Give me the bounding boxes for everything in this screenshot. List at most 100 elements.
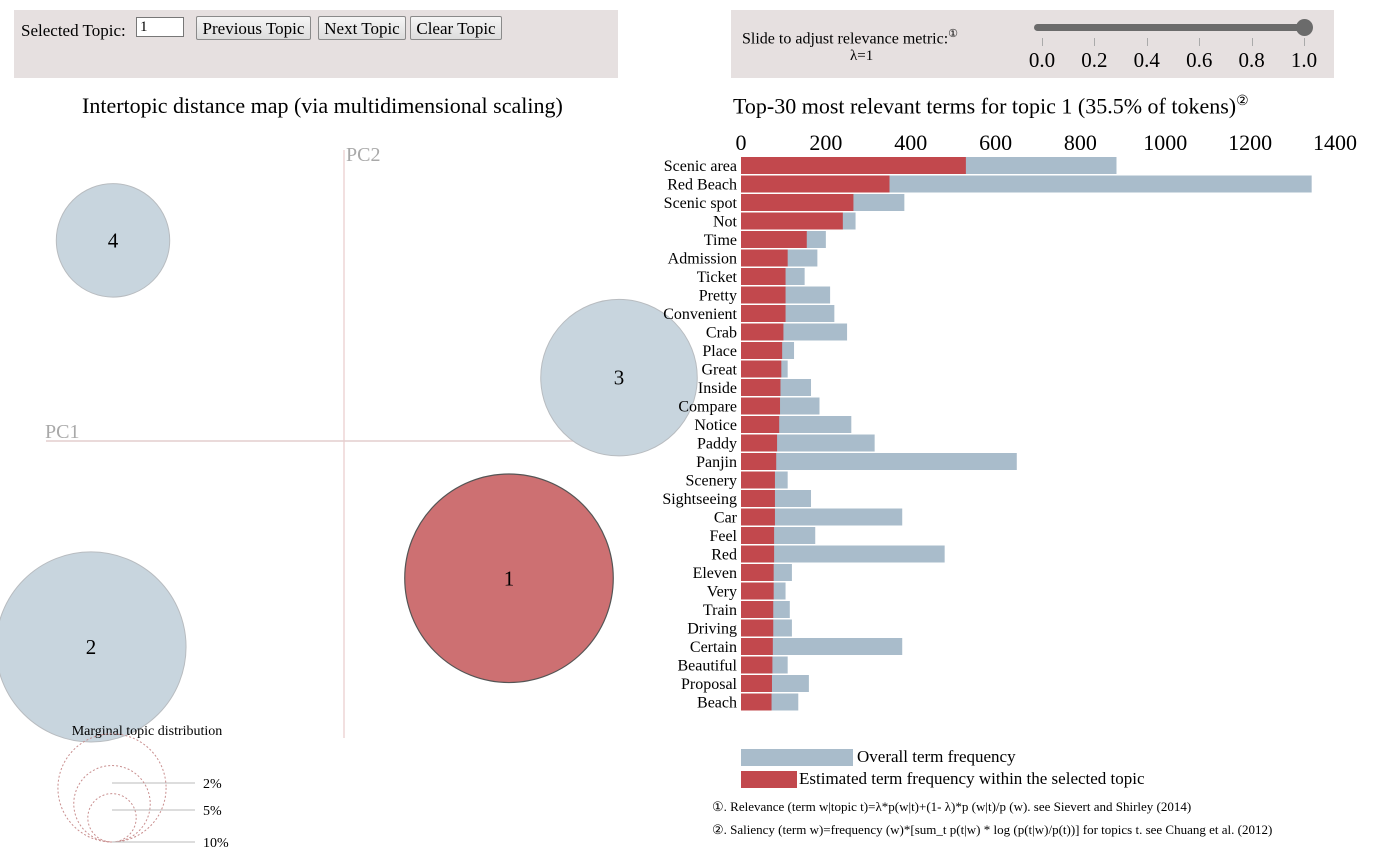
bar-overall[interactable] [741,638,903,655]
term-label[interactable]: Eleven [693,565,737,582]
selected-topic-input[interactable] [136,17,184,37]
bar-topic[interactable] [741,194,854,211]
term-label[interactable]: Scenic area [664,158,737,175]
term-label[interactable]: Great [701,362,737,379]
topic-circle-label: 2 [86,635,97,659]
bar-topic[interactable] [741,175,890,193]
bar-topic[interactable] [741,305,786,322]
bar-topic[interactable] [741,268,786,285]
bar-topic[interactable] [741,471,775,489]
bar-topic[interactable] [741,416,780,433]
bar-topic[interactable] [741,582,774,600]
slider-tick-label: 0.2 [1081,48,1108,72]
bar-topic[interactable] [741,434,778,452]
term-label[interactable]: Convenient [663,306,737,323]
bar-topic[interactable] [741,601,774,618]
bar-topic[interactable] [741,342,783,359]
x-tick-label: 800 [1064,130,1097,155]
topic-circle-3[interactable] [540,298,698,457]
lambda-value: λ=1 [850,48,874,64]
bar-topic[interactable] [741,249,788,267]
bar-topic[interactable] [741,675,772,692]
term-label[interactable]: Ticket [697,269,738,286]
term-label[interactable]: Driving [687,621,737,638]
next-topic-button[interactable]: Next Topic [318,16,406,40]
term-label[interactable]: Place [702,343,737,360]
slider-tick-mark [1042,38,1043,46]
bar-overall[interactable] [741,545,945,563]
intertopic-map-title: Intertopic distance map (via multidimens… [82,93,563,118]
legend-overall-swatch [741,749,853,766]
bar-topic[interactable] [741,379,781,396]
topic-circle-label: 4 [108,228,119,252]
slider-tick-mark [1251,38,1253,46]
topic-control-panel: Selected Topic: Previous Topic Next Topi… [14,10,618,78]
term-label[interactable]: Time [704,232,737,249]
clear-topic-button[interactable]: Clear Topic [410,16,502,40]
term-label[interactable]: Red Beach [667,177,737,194]
topic-circle-1[interactable] [404,473,614,684]
bar-topic[interactable] [741,397,781,415]
term-label[interactable]: Not [713,214,738,231]
slider-tick-mark [1304,38,1305,46]
term-label[interactable]: Admission [668,251,737,268]
pc2-axis-label: PC2 [346,144,380,166]
bar-topic[interactable] [741,619,774,637]
bar-topic[interactable] [741,693,772,711]
slider-tick-label: 0.4 [1133,48,1160,72]
term-label[interactable]: Sightseeing [662,491,737,508]
term-label[interactable]: Beach [697,695,737,712]
topic-circle-2[interactable] [0,551,187,743]
term-label[interactable]: Beautiful [677,658,737,675]
term-label[interactable]: Red [711,547,737,564]
term-label[interactable]: Train [703,602,737,619]
x-tick-label: 1400 [1313,130,1357,155]
term-label[interactable]: Compare [678,399,737,416]
bar-topic[interactable] [741,157,966,174]
bar-topic[interactable] [741,323,784,341]
intertopic-distance-map: PC2 PC1 1 2 3 4 Marginal topic distribution… [0,144,698,851]
term-label[interactable]: Crab [706,325,737,342]
slider-label-marker: ① [948,28,959,40]
bar-topic[interactable] [741,545,775,563]
size-legend-circle [73,765,151,843]
term-label[interactable]: Scenic spot [664,195,738,212]
bar-topic[interactable] [741,490,775,507]
term-label[interactable]: Proposal [681,676,738,693]
term-label[interactable]: Feel [709,528,737,545]
previous-topic-button[interactable]: Previous Topic [196,16,311,40]
bar-overall[interactable] [741,453,1017,470]
bar-topic[interactable] [741,638,773,655]
bar-topic[interactable] [741,527,775,544]
topic-circle-label: 1 [504,566,515,590]
bar-topic[interactable] [741,360,782,378]
bar-topic[interactable] [741,231,807,248]
marginal-distribution-title: Marginal topic distribution [72,724,223,739]
topic-circle-4[interactable] [55,183,171,298]
relevance-slider-thumb[interactable] [1296,19,1313,36]
bar-topic[interactable] [741,508,775,526]
slider-tick-label: 0.8 [1238,48,1265,72]
term-label[interactable]: Inside [698,380,737,397]
term-label[interactable]: Scenery [685,473,737,490]
term-label[interactable]: Certain [690,639,737,656]
bar-topic[interactable] [741,212,843,230]
bar-overall[interactable] [741,508,903,526]
term-label[interactable]: Pretty [699,288,737,305]
relevance-slider-panel: Slide to adjust relevance metric:① λ=1 0… [731,10,1334,78]
relevance-slider-track[interactable] [1034,24,1303,31]
term-label[interactable]: Car [714,510,738,527]
saliency-note: ②. Saliency (term w)=frequency (w)*[sum_… [712,822,1273,837]
bar-topic[interactable] [741,286,786,304]
term-label[interactable]: Panjin [696,454,737,471]
bar-topic[interactable] [741,656,773,674]
bar-topic[interactable] [741,564,774,581]
bar-chart-title: Top-30 most relevant terms for topic 1 (… [733,93,1249,119]
term-label[interactable]: Paddy [697,436,737,453]
legend-overall-label: Overall term frequency [857,747,1016,766]
relevance-note: ①. Relevance (term w|topic t)=λ*p(w|t)+(… [712,799,1192,814]
term-label[interactable]: Very [707,584,737,601]
bar-topic[interactable] [741,453,777,470]
term-label[interactable]: Notice [694,417,737,434]
